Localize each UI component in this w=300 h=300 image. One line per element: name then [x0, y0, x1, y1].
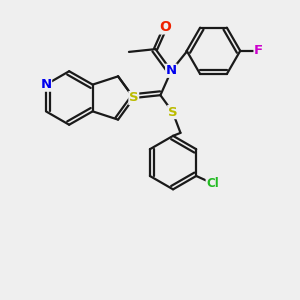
Text: N: N	[40, 78, 52, 91]
Text: Cl: Cl	[206, 177, 219, 190]
Text: N: N	[166, 64, 177, 77]
Text: S: S	[168, 106, 177, 118]
Text: S: S	[129, 92, 139, 104]
Text: F: F	[254, 44, 263, 57]
Text: O: O	[160, 20, 171, 34]
